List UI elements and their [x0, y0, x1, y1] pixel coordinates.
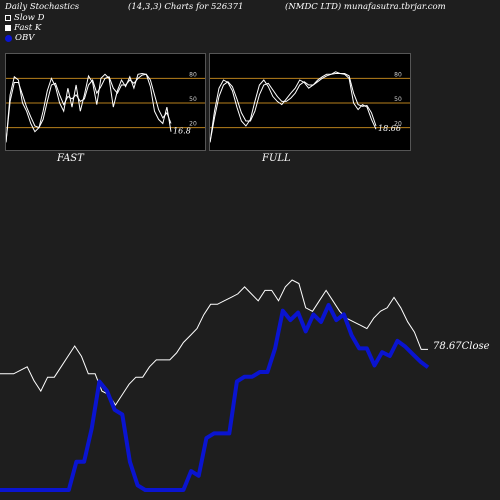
- header-left: Daily Stochastics: [5, 2, 80, 12]
- close-price-line: [0, 279, 428, 406]
- fast-stochastic-chart: 20 50 80 16.8: [6, 71, 205, 143]
- fast-level-label-50: 50: [189, 96, 197, 103]
- full-level-label-80: 80: [394, 71, 402, 78]
- full-stochastic-chart: 20 50 80 18.66: [210, 71, 410, 143]
- fast-series-fast-k: [6, 72, 172, 143]
- legend-obv: OBV: [5, 33, 34, 43]
- obv-swatch-icon: [5, 34, 12, 42]
- legend-fast-k: Fast K: [5, 23, 41, 33]
- full-value-label: 18.66: [378, 124, 401, 133]
- fast-level-label-80: 80: [189, 71, 197, 78]
- full-panel-label: FULL: [262, 153, 291, 164]
- full-level-label-50: 50: [394, 96, 402, 103]
- close-text: Close: [461, 341, 490, 352]
- header-right: (NMDC LTD) munafasutra.tbrjar.com: [285, 2, 446, 12]
- full-stochastic-panel: 20 50 80 18.66: [209, 53, 411, 151]
- full-series-slow-d: [210, 73, 377, 143]
- close-value: 78.67: [433, 341, 462, 352]
- legend-slow-d: Slow D: [5, 13, 44, 23]
- full-series-fast-k: [210, 71, 377, 143]
- fast-panel-label: FAST: [57, 153, 84, 164]
- fast-k-swatch-icon: [5, 25, 11, 31]
- fast-value-label: 16.8: [173, 127, 191, 136]
- fast-level-label-20: 20: [189, 121, 197, 128]
- legend-obv-label: OBV: [15, 33, 35, 43]
- full-level-label-20: 20: [394, 121, 402, 128]
- obv-line: [0, 303, 430, 492]
- fast-series-slow-d: [6, 73, 172, 143]
- legend-fast-k-label: Fast K: [14, 23, 42, 33]
- close-price-label: 78.67Close: [433, 341, 490, 352]
- legend-slow-d-label: Slow D: [14, 13, 45, 23]
- slow-d-swatch-icon: [5, 15, 11, 21]
- price-obv-chart: [0, 279, 430, 492]
- fast-stochastic-panel: 20 50 80 16.8: [5, 53, 206, 151]
- header-middle: (14,3,3) Charts for 526371: [128, 2, 244, 12]
